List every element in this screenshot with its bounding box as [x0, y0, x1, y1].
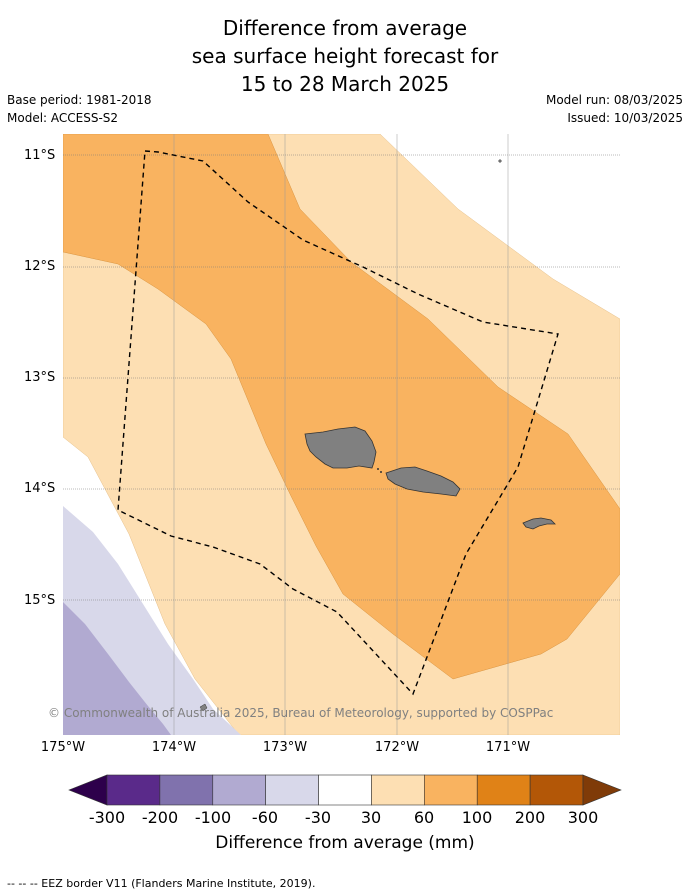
model-name: Model: ACCESS-S2 [7, 111, 119, 125]
lon-label-174w: 174°W [151, 740, 197, 755]
islet-southwest [199, 703, 208, 712]
base-period: Base period: 1981-2018 [7, 93, 152, 107]
meta-right: Model run: 08/03/2025 Issued: 10/03/2025 [546, 93, 683, 129]
island-savaii [304, 426, 377, 469]
map-svg [63, 134, 620, 735]
lon-label-172w: 172°W [374, 740, 420, 755]
colorbar-tick: 60 [413, 808, 435, 827]
island-tutuila [522, 517, 556, 530]
colorbar-tick: 100 [461, 808, 493, 827]
colorbar-tick: 30 [360, 808, 382, 827]
meta-left: Base period: 1981-2018 Model: ACCESS-S2 [7, 93, 152, 129]
copyright-notice: © Commonwealth of Australia 2025, Bureau… [48, 706, 554, 720]
title-line-1: Difference from average [222, 16, 468, 40]
lat-label-11s: 11°S [24, 148, 56, 163]
lon-label-173w: 173°W [262, 740, 308, 755]
islet-apolima [380, 471, 382, 473]
lat-label-15s: 15°S [24, 593, 56, 608]
chart-title: Difference from average sea surface heig… [0, 14, 690, 98]
colorbar [68, 774, 622, 806]
colorbar-segment [212, 774, 266, 806]
colorbar-tick: -30 [304, 808, 332, 827]
lat-label-12s: 12°S [24, 259, 56, 274]
colorbar-segment [424, 774, 478, 806]
islet-swains [498, 159, 502, 163]
colorbar-tick: -300 [88, 808, 126, 827]
colorbar-segment [476, 774, 531, 806]
map-panel [63, 134, 620, 735]
eez-border [117, 150, 559, 696]
title-line-2: sea surface height forecast for [191, 44, 499, 68]
model-run: Model run: 08/03/2025 [545, 93, 683, 107]
islet-manono [377, 468, 379, 470]
colorbar-segment [529, 774, 584, 806]
colorbar-segment [106, 774, 161, 806]
lat-label-13s: 13°S [24, 370, 56, 385]
colorbar-label: Difference from average (mm) [215, 833, 475, 853]
anomaly-band-pos-60-100 [63, 134, 620, 680]
colorbar-under-arrow [68, 774, 108, 806]
colorbar-tick: -200 [141, 808, 179, 827]
island-upolu [385, 466, 461, 497]
colorbar-tick: 300 [567, 808, 599, 827]
colorbar-segments [106, 774, 584, 806]
colorbar-segment [265, 774, 319, 806]
eez-footnote: -- -- -- EEZ border V11 (Flanders Marine… [7, 877, 316, 890]
lat-label-14s: 14°S [24, 481, 56, 496]
lon-label-175w: 175°W [40, 740, 86, 755]
colorbar-segment [371, 774, 425, 806]
issued-date: Issued: 10/03/2025 [567, 111, 683, 125]
lon-label-171w: 171°W [485, 740, 531, 755]
colorbar-segment [159, 774, 214, 806]
colorbar-segment [318, 774, 372, 806]
colorbar-tick: 200 [514, 808, 546, 827]
title-line-3: 15 to 28 March 2025 [240, 72, 450, 96]
colorbar-tick: -60 [251, 808, 279, 827]
anomaly-band-neg-60-100 [63, 602, 171, 735]
colorbar-over-arrow [582, 774, 622, 806]
gridlines [63, 134, 620, 735]
colorbar-tick: -100 [194, 808, 232, 827]
